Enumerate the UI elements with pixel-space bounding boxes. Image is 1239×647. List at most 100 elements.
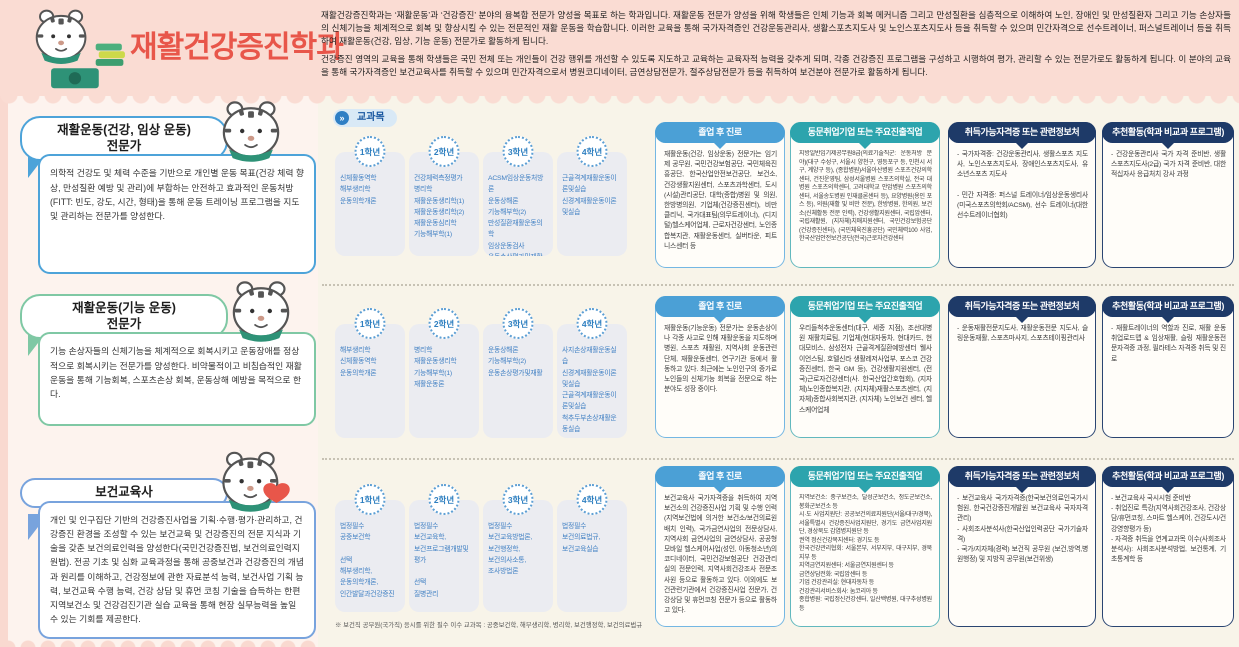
curriculum-year-col: 2학년 법정필수 보건교육학, 보건프로그램개발및평가 선택 질병관리 [409, 484, 479, 612]
curriculum-row-1: 1학년 신체활동역학 해부생리학 운동의학개론 2학년 건강체력측정평가 병리학… [335, 136, 631, 256]
left-pink-strip [0, 96, 8, 647]
curriculum-year-col: 1학년 신체활동역학 해부생리학 운동의학개론 [335, 136, 405, 256]
career-box-title: 동문취업기업 또는 주요진출직업 [790, 466, 940, 487]
course-card: 사지손상재활운동실습 신경계재활운동이론및실습 근골격계재활운동이론및실습 척추… [557, 324, 627, 438]
recommended-activities-box: 추천활동(학과 비교과 프로그램) - 재활트레이너의 역할과 진로, 재활 운… [1102, 296, 1234, 438]
tiger-mascot-2-icon [224, 278, 298, 344]
curriculum-label: » 교과목 [333, 109, 397, 127]
grade-badge: 4학년 [576, 484, 608, 515]
grade-badge: 3학년 [502, 308, 534, 339]
grade-badge: 2학년 [428, 484, 460, 515]
career-box-body: 재활운동(건강, 임상운동) 전문가는 임기제 공무원, 국민건강보험공단, 국… [664, 151, 777, 250]
tiger-mascot-header-icon [35, 9, 125, 89]
double-chevron-icon: » [335, 111, 349, 125]
curriculum-year-col: 4학년 법정필수 보건의료법규, 보건교육실습 [557, 484, 627, 612]
certifications-box: 취득가능자격증 또는 관련정보처 - 국가자격증: 건강운동관리사, 생활스포츠… [948, 122, 1096, 268]
expert-description: 개인 및 인구집단 기반의 건강증진사업을 기획·수행·평가·관리하고, 건강증… [38, 500, 316, 639]
career-box-body: - 운동재활전문지도사, 재활운동전문 지도사, 슬링운동재활, 스포츠마사지,… [957, 325, 1088, 343]
career-box-body: 지역보건소: 중구보건소, 달성군보건소, 청도군보건소, 봉화군보건소 등 시… [799, 495, 932, 612]
expert-title: 재활운동(기능 운동) 전문가 [20, 294, 228, 340]
course-card: 법정필수 보건의료법규, 보건교육실습 [557, 500, 627, 612]
career-box-title: 취득가능자격증 또는 관련정보처 [948, 466, 1096, 487]
career-box-title: 동문취업기업 또는 주요진출직업 [790, 296, 940, 317]
career-box-body: 지방일반임기제공무원8급(의료기술직군: 운동처방 분야)(대구 수성구, 서울… [799, 151, 932, 243]
career-box-body: - 보건교육사 국가자격증(한국보건의료인국가시험원, 한국건강증진개발원 보건… [957, 495, 1088, 564]
scallop-edge [0, 96, 1239, 105]
course-card: 법정필수 보건교육학, 보건프로그램개발및평가 선택 질병관리 [409, 500, 479, 612]
curriculum-year-col: 3학년 운동상해론 기능해부학(2) 운동손상평가및재활 [483, 308, 553, 438]
curriculum-year-col: 1학년 해부생리학 신체활동역학 운동의학개론 [335, 308, 405, 438]
grade-badge: 1학년 [354, 484, 386, 515]
course-card: 병리학 재활운동생리학 기능해부학(1) 재활운동론 [409, 324, 479, 438]
course-card: 운동상해론 기능해부학(2) 운동손상평가및재활 [483, 324, 553, 438]
career-path-box: 졸업 후 진로 보건교육사 국가자격증을 취득하여 지역보건소의 건강증진사업 … [655, 466, 785, 627]
header-band [0, 0, 1239, 96]
recommended-activities-box: 추천활동(학과 비교과 프로그램) - 보건교육사 국시시험 준비반 - 취업진… [1102, 466, 1234, 627]
dotted-separator [322, 458, 1234, 460]
course-card: 해부생리학 신체활동역학 운동의학개론 [335, 324, 405, 438]
course-card: 근골격계재활운동이론및실습 신경계재활운동이론및실습 [557, 152, 627, 256]
alumni-employers-box: 동문취업기업 또는 주요진출직업 우리들척추운동센터(대구, 세종 지점), 조… [790, 296, 940, 438]
career-box-body: 보건교육사 국가자격증을 취득하여 지역보건소의 건강증진사업 기획 및 수행 … [664, 495, 777, 615]
career-box-body: 재활운동(기능운동) 전문가는 운동손상이나 각종 사고로 인해 재활운동을 지… [664, 325, 777, 394]
curriculum-year-col: 4학년 근골격계재활운동이론및실습 신경계재활운동이론및실습 [557, 136, 627, 256]
course-card: 신체활동역학 해부생리학 운동의학개론 [335, 152, 405, 256]
alumni-employers-box: 동문취업기업 또는 주요진출직업 지방일반임기제공무원8급(의료기술직군: 운동… [790, 122, 940, 268]
course-card: 법정필수 보건교육방법론, 보건행정학, 보건의사소통, 조사방법론 [483, 500, 553, 612]
tiger-mascot-3-icon [222, 451, 290, 513]
expert-section-rehab-clinical: 재활운동(건강, 임상 운동) 전문가 의학적 건강도 및 체력 수준을 기반으… [14, 116, 316, 275]
curriculum-year-col: 2학년 병리학 재활운동생리학 기능해부학(1) 재활운동론 [409, 308, 479, 438]
intro-paragraphs: 재활건강증진학과는 ‘재활운동’과 ‘건강증진’ 분야의 융복합 전문가 양성을… [321, 9, 1231, 83]
career-box-title: 졸업 후 진로 [655, 466, 785, 487]
certifications-box: 취득가능자격증 또는 관련정보처 - 보건교육사 국가자격증(한국보건의료인국가… [948, 466, 1096, 627]
recommended-activities-box: 추천활동(학과 비교과 프로그램) - 건강운동관리사 국가 자격 준비반, 생… [1102, 122, 1234, 268]
curriculum-row-2: 1학년 해부생리학 신체활동역학 운동의학개론 2학년 병리학 재활운동생리학 … [335, 308, 631, 438]
career-box-body: - 건강운동관리사 국가 자격 준비반, 생활스포츠지도사(2급) 국가 자격 … [1111, 151, 1226, 179]
career-box-body: - 보건교육사 국시시험 준비반 - 취업진로 특강(지역사회건강조사, 건강상… [1111, 495, 1226, 564]
career-box-title: 동문취업기업 또는 주요진출직업 [790, 122, 940, 143]
career-box-title: 졸업 후 진로 [655, 122, 785, 143]
career-path-box: 졸업 후 진로 재활운동(기능운동) 전문가는 운동손상이나 각종 사고로 인해… [655, 296, 785, 438]
career-box-title: 추천활동(학과 비교과 프로그램) [1102, 296, 1234, 317]
expert-section-rehab-functional: 재활운동(기능 운동) 전문가 기능 손상자들의 신체기능을 체계적으로 회복시… [14, 294, 316, 427]
grade-badge: 3학년 [502, 136, 534, 167]
career-box-body: 우리들척추운동센터(대구, 세종 지점), 조선대병원 재활치료팀, 기업체(현… [799, 325, 932, 414]
certifications-box: 취득가능자격증 또는 관련정보처 - 운동재활전문지도사, 재활운동전문 지도사… [948, 296, 1096, 438]
grade-badge: 4학년 [576, 136, 608, 167]
course-card: 법정필수 공중보건학 선택 해부생리학, 운동의학개론, 인간발달과건강증진 [335, 500, 405, 612]
intro-paragraph-1: 재활건강증진학과는 ‘재활운동’과 ‘건강증진’ 분야의 융복합 전문가 양성을… [321, 10, 1231, 46]
course-card: 건강체력측정평가 병리학 재활운동생리학(1) 재활운동생리학(2) 재활운동심… [409, 152, 479, 256]
career-box-title: 취득가능자격증 또는 관련정보처 [948, 122, 1096, 143]
career-box-title: 추천활동(학과 비교과 프로그램) [1102, 122, 1234, 143]
expert-description: 의학적 건강도 및 체력 수준을 기반으로 개인별 운동 목표(건강 체력 향상… [38, 154, 316, 275]
career-box-title: 취득가능자격증 또는 관련정보처 [948, 296, 1096, 317]
curriculum-year-col: 3학년 법정필수 보건교육방법론, 보건행정학, 보건의사소통, 조사방법론 [483, 484, 553, 612]
curriculum-label-text: 교과목 [357, 112, 385, 123]
curriculum-year-col: 1학년 법정필수 공중보건학 선택 해부생리학, 운동의학개론, 인간발달과건강… [335, 484, 405, 612]
curriculum-row-3: 1학년 법정필수 공중보건학 선택 해부생리학, 운동의학개론, 인간발달과건강… [335, 484, 631, 612]
grade-badge: 2학년 [428, 136, 460, 167]
career-box-title: 졸업 후 진로 [655, 296, 785, 317]
curriculum-footnote: ※ 보건직 공무원(국가직) 응시를 위한 필수 이수 교과목 : 공중보건학,… [335, 622, 643, 629]
course-card: ACSM임상운동처방론 운동상해론 기능해부학(2) 만성질환재활운동의학 임상… [483, 152, 553, 256]
curriculum-year-col: 4학년 사지손상재활운동실습 신경계재활운동이론및실습 근골격계재활운동이론및실… [557, 308, 627, 438]
grade-badge: 3학년 [502, 484, 534, 515]
grade-badge: 1학년 [354, 308, 386, 339]
curriculum-year-col: 2학년 건강체력측정평가 병리학 재활운동생리학(1) 재활운동생리학(2) 재… [409, 136, 479, 256]
grade-badge: 4학년 [576, 308, 608, 339]
page-title: 재활건강증진학과 [130, 31, 344, 64]
dotted-separator [322, 284, 1234, 286]
intro-paragraph-2: 건강증진 영역의 교육을 통해 학생들은 국민 전체 또는 개인들이 건강 행위… [321, 53, 1231, 77]
career-box-title: 추천활동(학과 비교과 프로그램) [1102, 466, 1234, 487]
career-path-box: 졸업 후 진로 재활운동(건강, 임상운동) 전문가는 임기제 공무원, 국민건… [655, 122, 785, 268]
curriculum-year-col: 3학년 ACSM임상운동처방론 운동상해론 기능해부학(2) 만성질환재활운동의… [483, 136, 553, 256]
grade-badge: 2학년 [428, 308, 460, 339]
career-box-body: - 국가자격증: 건강운동관리사, 생활스포츠 지도사, 노인스포츠지도사, 장… [957, 151, 1088, 220]
expert-section-health-educator: 보건교육사 개인 및 인구집단 기반의 건강증진사업을 기획·수행·평가·관리하… [14, 478, 316, 639]
tiger-mascot-1-icon [214, 98, 288, 164]
alumni-employers-box: 동문취업기업 또는 주요진출직업 지역보건소: 중구보건소, 달성군보건소, 청… [790, 466, 940, 627]
career-box-body: - 재활트레이너의 역할과 진로, 재활 운동취업로드맵 & 임상재활, 슬링 … [1111, 325, 1226, 363]
scallop-bottom-edge [0, 639, 318, 647]
expert-description: 기능 손상자들의 신체기능을 체계적으로 회복시키고 운동장애를 정상적으로 회… [38, 332, 316, 427]
